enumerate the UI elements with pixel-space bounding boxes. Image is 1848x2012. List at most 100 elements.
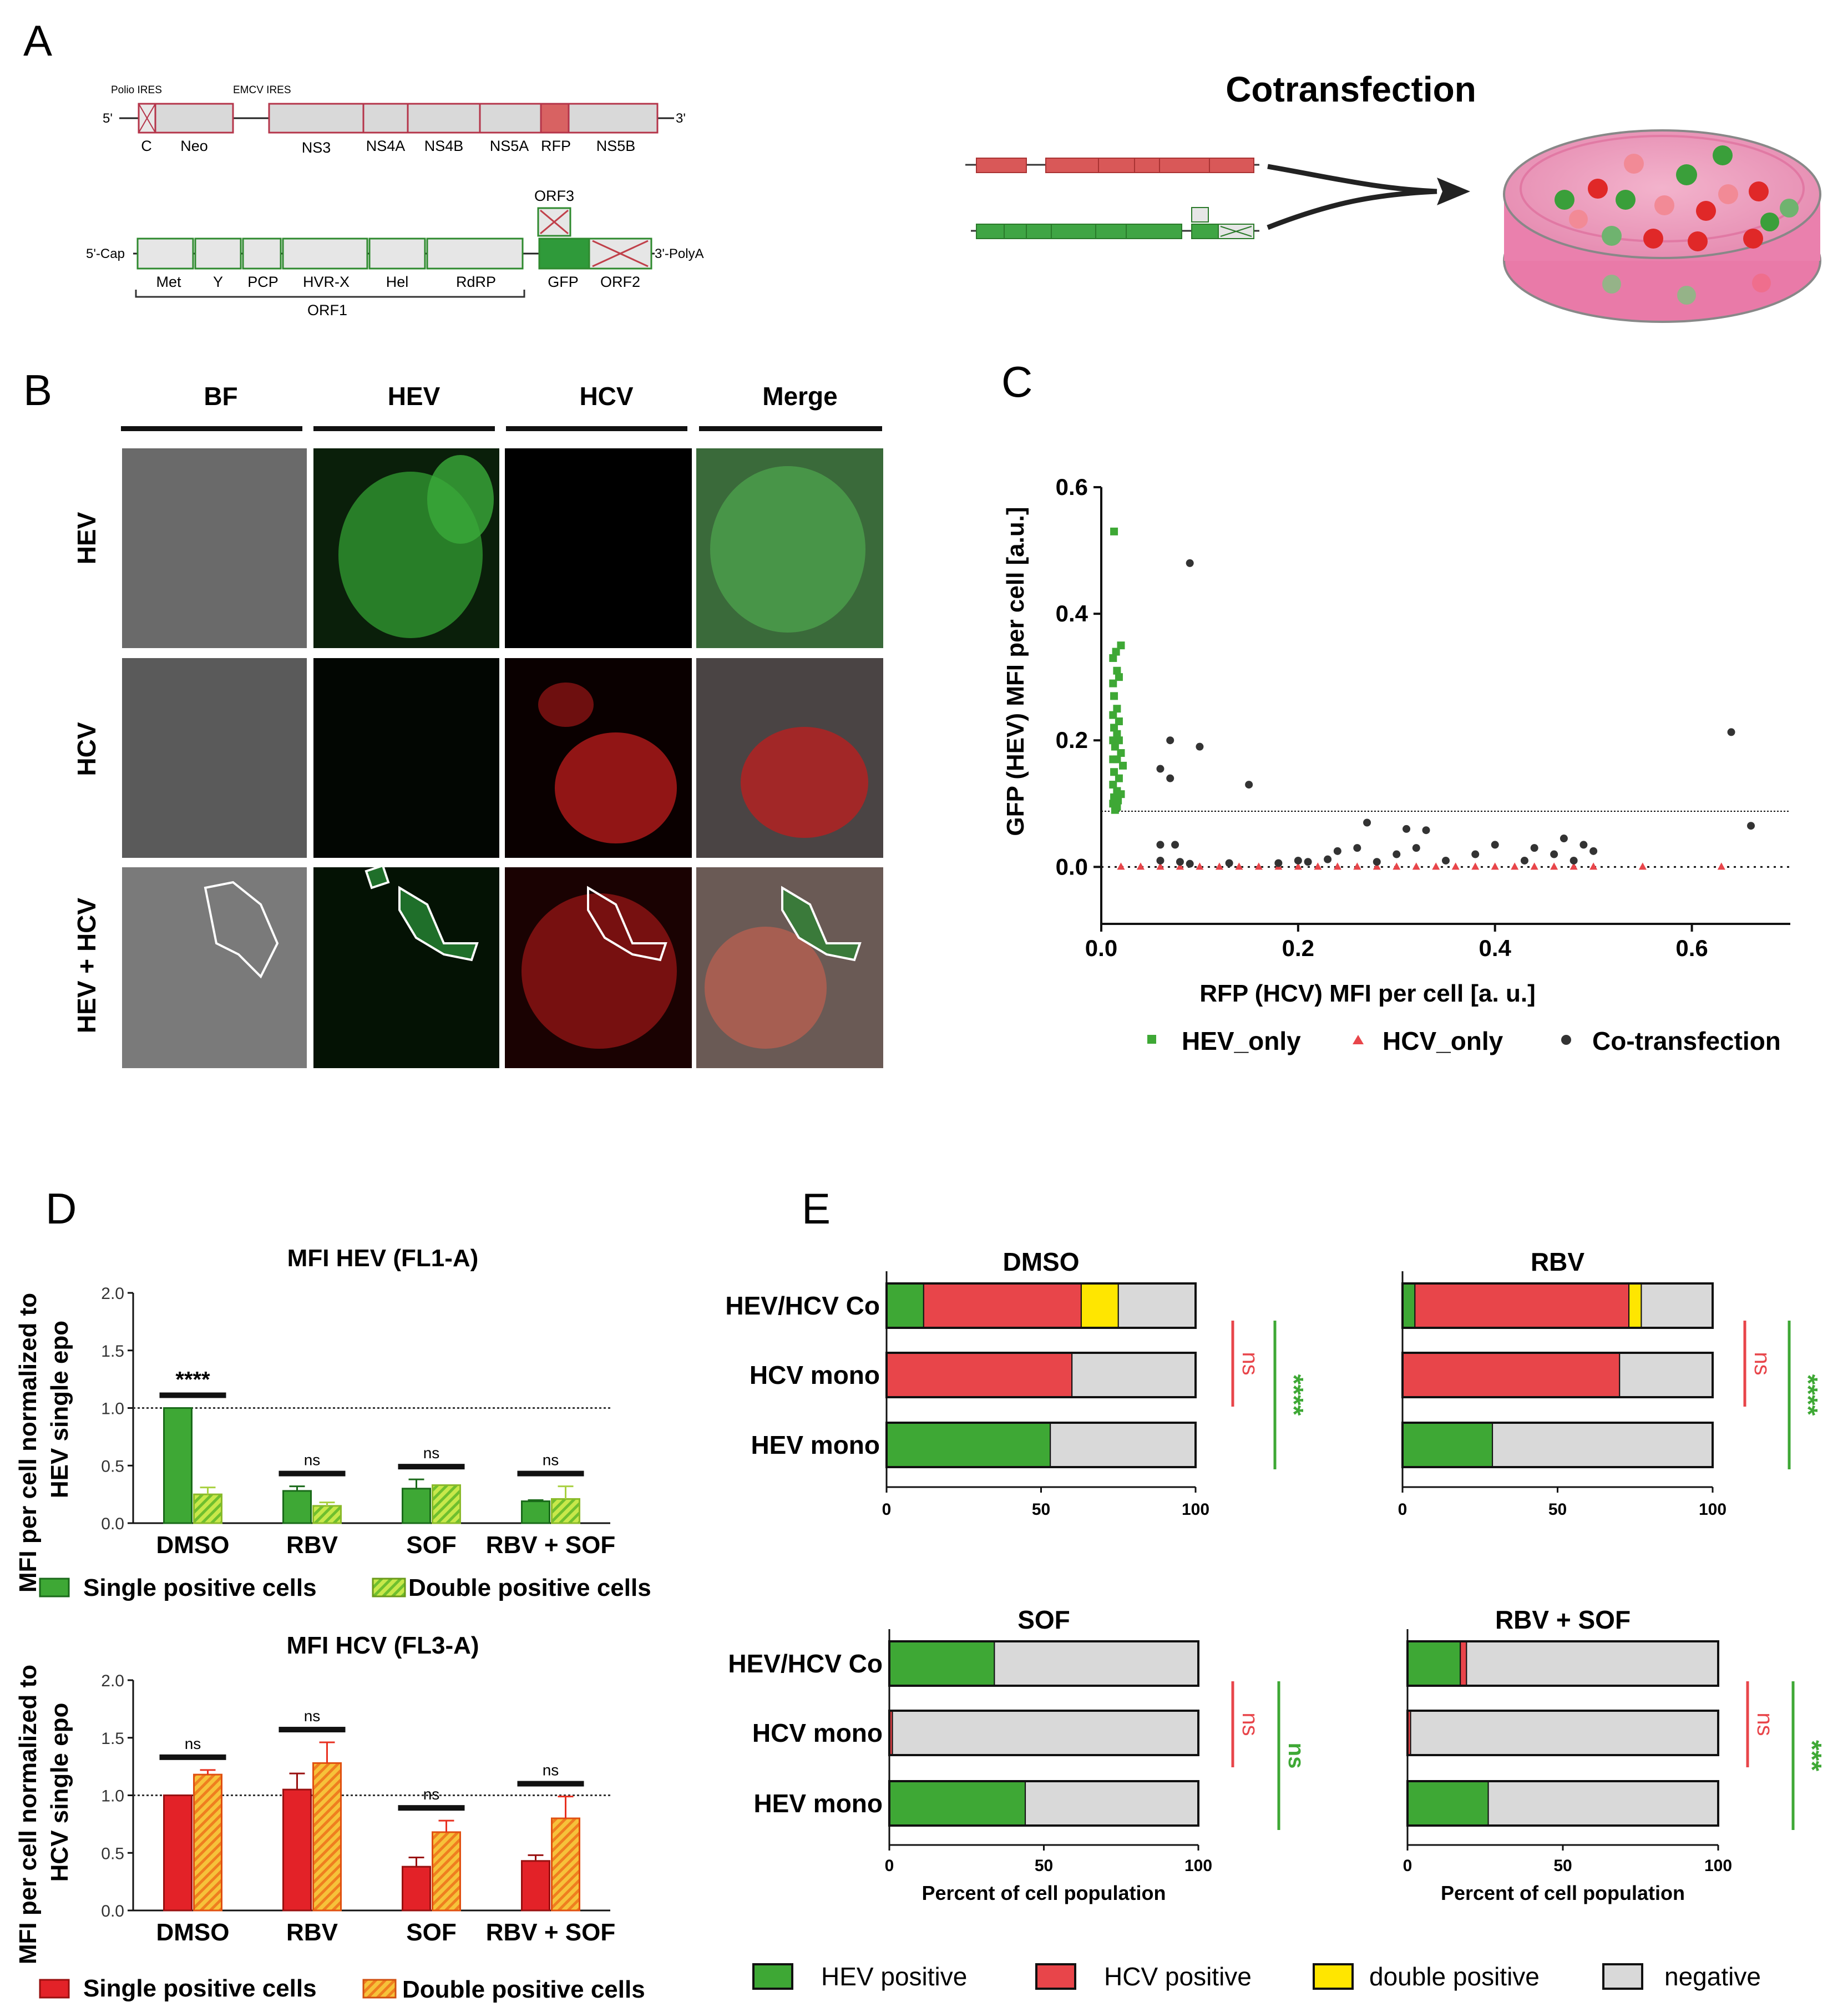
scatter-point-hcv-only [1393, 862, 1401, 870]
scatter-point-hev-only [1109, 711, 1117, 719]
scatter-point-hcv-only [1471, 862, 1480, 870]
d-significance-bracket [159, 1392, 226, 1398]
e-bar-outline [888, 1640, 1199, 1687]
d-significance-label: ns [423, 1444, 440, 1462]
scatter-point-co [1589, 847, 1598, 855]
bar-chart-hev-mfi: MFI HEV (FL1-A) MFI per cell normalized … [14, 1245, 651, 1601]
d2-legend-double-swatch [362, 1979, 397, 1999]
d-significance-label: ns [304, 1707, 321, 1725]
e-legend-hev-swatch [752, 1963, 793, 1990]
hev-seg-rdrp: RdRP [456, 274, 496, 290]
hev-seg-pcp: PCP [247, 274, 279, 290]
bar-chart-hcv-mfi: MFI HCV (FL3-A) MFI per cell normalized … [14, 1632, 645, 2003]
scatter-x-tick-label: 0.4 [1479, 935, 1512, 961]
e-bar-outline [888, 1780, 1199, 1827]
hcv-seg-ns4a: NS4A [366, 138, 406, 154]
e-stack-segment-negative [892, 1710, 1199, 1756]
image-co-bf [122, 867, 307, 1068]
scatter-point-co [1422, 826, 1430, 835]
e-stack-segment-HCV-positive [1402, 1352, 1621, 1398]
d-significance-bracket [517, 1470, 584, 1477]
scatter-axes: 0.0 0.2 0.4 0.6 0.0 0.2 0.4 0.6 [1056, 474, 1790, 961]
scatter-point-hev-only [1115, 717, 1123, 726]
scatter-point-hcv-only [1353, 862, 1361, 870]
legend-co-marker [1561, 1035, 1571, 1045]
scatter-point-hev-only [1113, 755, 1121, 764]
d1-title: MFI HEV (FL1-A) [287, 1245, 479, 1272]
d-significance-label: ns [304, 1452, 321, 1469]
panel-label-c: C [1001, 357, 1032, 406]
microscopy-grid: BF HEV HCV Merge HEV HCV HEV + HCV [72, 382, 883, 1068]
hev-five-prime: 5'-Cap [86, 246, 125, 261]
e-stack-segment-HCV-positive [1460, 1641, 1467, 1686]
scatter-point-hev-only [1115, 736, 1123, 745]
hev-seg-met: Met [156, 274, 181, 290]
e-stack-segment-negative [1071, 1352, 1196, 1398]
e-x-tick-label: 100 [1699, 1500, 1727, 1519]
e-stack-segment-HEV-positive [886, 1283, 924, 1328]
scatter-point-co [1176, 858, 1184, 866]
hev-construct: 5'-Cap 3'-PolyA ORF3 Met Y PCP HVR-X Hel… [86, 188, 704, 319]
e-panel-title: RBV + SOF [1495, 1605, 1631, 1634]
e-stack-segment-double-positive [1080, 1283, 1119, 1328]
scatter-point-hev-only [1110, 527, 1118, 535]
scatter-point-hcv-only [1589, 862, 1598, 870]
d-bar-double [193, 1493, 222, 1524]
scatter-point-co [1747, 822, 1755, 830]
scatter-point-co [1403, 825, 1411, 833]
e-panel-title: DMSO [1003, 1247, 1080, 1276]
e-x-tick-label: 0 [885, 1857, 894, 1875]
scatter-point-hev-only [1110, 692, 1118, 700]
e-panel-title: SOF [1017, 1605, 1070, 1634]
e-legend-double: double positive [1369, 1962, 1540, 1991]
scatter-y-tick-label: 0.6 [1056, 474, 1088, 500]
hcv-seg-ns5a: NS5A [490, 138, 529, 154]
d2-ylabel-bottom: HCV single epo [46, 1703, 73, 1882]
e-stack-segment-HEV-positive [1402, 1422, 1493, 1468]
cotransfection-title: Cotransfection [1226, 69, 1476, 109]
scatter-point-hev-only [1110, 768, 1118, 776]
scatter-point-co [1186, 860, 1194, 868]
hev-seg-y: Y [213, 274, 223, 290]
d-ylabel-top: MFI per cell normalized to [14, 1293, 42, 1593]
e-legend-hcv-swatch [1035, 1963, 1076, 1990]
e-bar-outline [885, 1422, 1197, 1468]
scatter-point-hev-only [1112, 648, 1120, 656]
d-bar-single [163, 1407, 193, 1524]
d-significance-bracket [279, 1470, 346, 1477]
e-bar-outline [1401, 1422, 1714, 1468]
scatter-point-co [1166, 736, 1174, 745]
d-category-label: RBV + SOF [486, 1919, 616, 1946]
image-hcv-bf [122, 658, 307, 858]
d-category-label: SOF [406, 1531, 456, 1559]
d-bar-single [402, 1866, 431, 1912]
d-y-tick-label: 1.5 [101, 1730, 124, 1748]
e-x-axis-label: Percent of cell population [922, 1882, 1166, 1904]
hev-three-prime: 3'-PolyA [655, 246, 704, 261]
d-y-tick-label: 0.5 [101, 1457, 124, 1475]
e-sig-label-green: *** [1797, 1740, 1826, 1771]
e-stack-segment-negative [1410, 1710, 1719, 1756]
d-y-tick-label: 2.0 [101, 1285, 124, 1303]
e-legend: HEV positive HCV positive double positiv… [752, 1962, 1761, 1991]
d-bar-single [282, 1788, 312, 1912]
scatter-point-co [1156, 856, 1165, 865]
panel-label-d: D [45, 1184, 77, 1233]
e-stack-segment-negative [1050, 1422, 1196, 1468]
scatter-point-hev-only [1115, 673, 1123, 681]
d-bar-double [312, 1505, 342, 1524]
scatter-point-hcv-only [1530, 862, 1538, 870]
e-sig-label-green: **** [1793, 1374, 1822, 1416]
e-legend-hcv: HCV positive [1104, 1962, 1252, 1991]
d2-title: MFI HCV (FL3-A) [286, 1632, 479, 1659]
e-x-tick-label: 50 [1553, 1857, 1572, 1875]
d-y-tick-label: 1.0 [101, 1787, 124, 1806]
hev-seg-hel: Hel [386, 274, 409, 290]
cotransfection-diagram: Cotransfection [965, 69, 1821, 323]
e-sig-label-red: ns [1238, 1352, 1262, 1375]
scatter-point-hcv-only [1451, 862, 1460, 870]
d-significance-bracket [398, 1805, 465, 1811]
row-label-hev: HEV [72, 512, 101, 564]
scatter-chart: GFP (HEV) MFI per cell [a.u.] RFP (HCV) … [1002, 474, 1790, 1055]
scatter-y-tick-label: 0.4 [1056, 600, 1088, 626]
